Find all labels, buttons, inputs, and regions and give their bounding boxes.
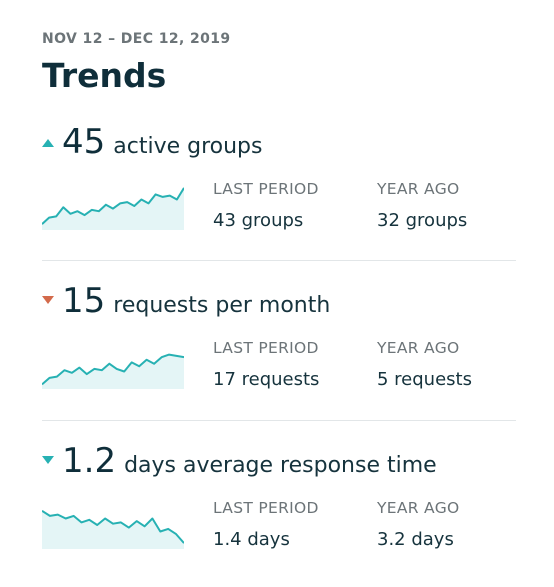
year-ago-label: YEAR AGO (377, 180, 460, 198)
metric-label: days average response time (124, 453, 437, 478)
last-period: LAST PERIOD 17 requests (213, 339, 319, 390)
metric-value: 1.2 (62, 441, 117, 481)
sparkline-area (42, 354, 184, 389)
divider (42, 260, 516, 261)
last-period-value: 1.4 days (213, 529, 290, 550)
metric-response-time: 1.2 days average response time LAST PERI… (42, 441, 516, 581)
metric-headline: 45 active groups (42, 122, 263, 162)
last-period-value: 17 requests (213, 369, 320, 390)
date-range: NOV 12 – DEC 12, 2019 (42, 31, 231, 47)
divider (42, 420, 516, 421)
sparkline (42, 353, 184, 389)
triangle-down-icon (42, 296, 54, 304)
metric-label: requests per month (113, 293, 331, 318)
metric-value: 45 (62, 122, 106, 162)
sparkline (42, 187, 184, 230)
triangle-down-icon (42, 456, 54, 464)
year-ago-label: YEAR AGO (377, 499, 460, 517)
sparkline-line (42, 353, 184, 386)
sparkline-line (42, 187, 184, 225)
year-ago: YEAR AGO 3.2 days (377, 499, 460, 550)
metric-headline: 15 requests per month (42, 281, 330, 321)
metric-headline: 1.2 days average response time (42, 441, 437, 481)
metric-requests-per-month: 15 requests per month LAST PERIOD 17 req… (42, 281, 516, 421)
year-ago: YEAR AGO 5 requests (377, 339, 472, 390)
year-ago-value: 3.2 days (377, 529, 454, 550)
metric-active-groups: 45 active groups LAST PERIOD 43 groups Y… (42, 122, 516, 262)
last-period-label: LAST PERIOD (213, 339, 319, 357)
last-period: LAST PERIOD 1.4 days (213, 499, 319, 550)
triangle-up-icon (42, 139, 54, 147)
sparkline-line (42, 509, 184, 544)
last-period: LAST PERIOD 43 groups (213, 180, 319, 231)
year-ago-value: 32 groups (377, 210, 468, 231)
year-ago-label: YEAR AGO (377, 339, 460, 357)
year-ago: YEAR AGO 32 groups (377, 180, 467, 231)
metric-value: 15 (62, 281, 106, 321)
last-period-label: LAST PERIOD (213, 499, 319, 517)
metric-label: active groups (113, 134, 263, 159)
sparkline (42, 509, 184, 549)
last-period-value: 43 groups (213, 210, 304, 231)
last-period-label: LAST PERIOD (213, 180, 319, 198)
page-title: Trends (42, 56, 167, 95)
year-ago-value: 5 requests (377, 369, 472, 390)
